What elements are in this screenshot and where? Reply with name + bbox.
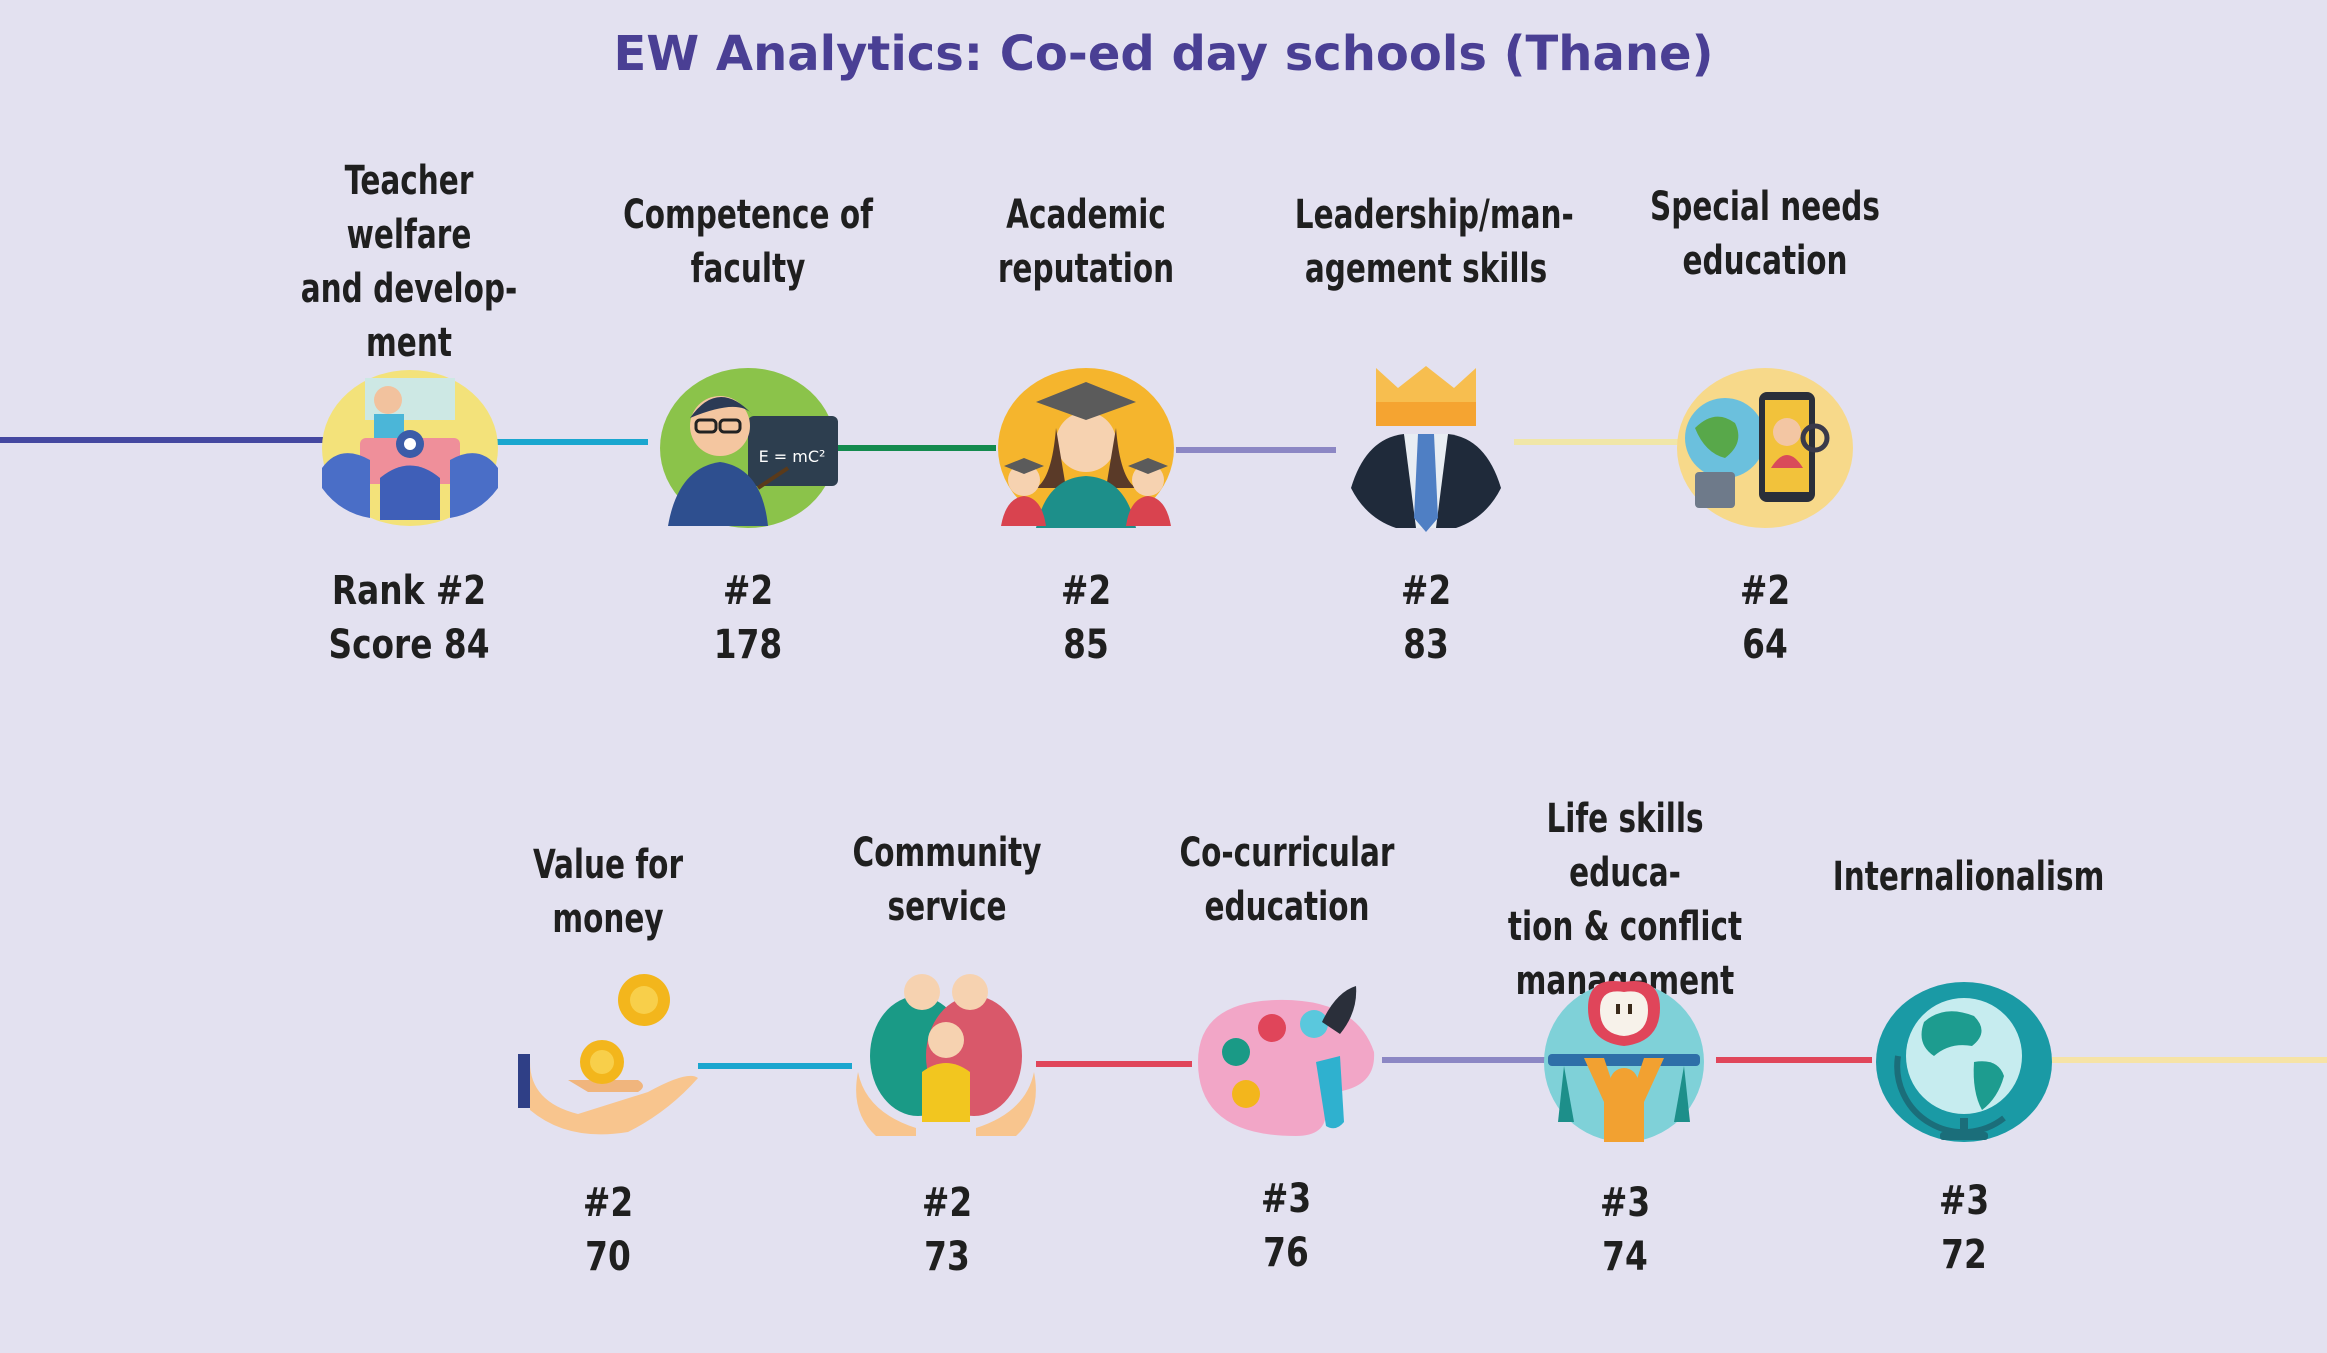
rank-academic: #2 [1060,568,1112,614]
score-life-skills: 74 [1602,1234,1648,1280]
rank-leadership: #2 [1400,568,1452,614]
score-community: 73 [924,1234,970,1280]
rank-value-for-money: #2 [582,1180,634,1226]
score-internationalism: 72 [1941,1232,1987,1278]
score-competence: 178 [713,622,783,668]
rank-life-skills: #3 [1599,1180,1651,1226]
category-label-teacher-welfare: Teacher welfare and develop-ment [300,158,518,366]
category-label-special-needs: Special needs education [1649,184,1881,284]
graduates-icon [998,368,1174,528]
page-title: EW Analytics: Co-ed day schools (Thane) [613,26,1714,82]
community-hands-icon [856,974,1036,1136]
rank-internationalism: #3 [1938,1178,1990,1224]
score-teacher-welfare: Score 84 [328,622,490,668]
category-label-academic: Academic reputation [997,192,1175,292]
score-value-for-money: 70 [585,1234,631,1280]
svg-text:E = mC²: E = mC² [759,447,826,466]
teacher-blackboard-icon: E = mC² [660,368,838,528]
category-label-internationalism: Internalionalism [1832,854,2105,900]
teacher-classroom-icon [322,370,498,526]
category-label-leadership: Leadership/man-agement skills [1294,192,1574,292]
globe-family-icon [1677,368,1853,528]
apple-person-icon [1544,981,1704,1142]
score-leadership: 83 [1403,622,1449,668]
category-label-co-curricular: Co-curricular education [1179,830,1395,930]
rank-special-needs: #2 [1739,568,1791,614]
score-co-curricular: 76 [1263,1230,1309,1276]
rank-teacher-welfare: Rank #2 [331,568,487,614]
globe-icon [1876,982,2052,1142]
rank-competence: #2 [722,568,774,614]
crown-suit-icon [1351,366,1501,532]
score-special-needs: 64 [1742,622,1788,668]
coins-hand-icon [518,974,698,1135]
paint-palette-icon [1198,986,1375,1136]
rank-community: #2 [921,1180,973,1226]
category-label-competence: Competence of faculty [623,192,873,292]
rank-co-curricular: #3 [1260,1176,1312,1222]
score-academic: 85 [1063,622,1109,668]
category-label-community: Community service [852,830,1042,930]
category-label-value-for-money: Value for money [532,842,684,942]
